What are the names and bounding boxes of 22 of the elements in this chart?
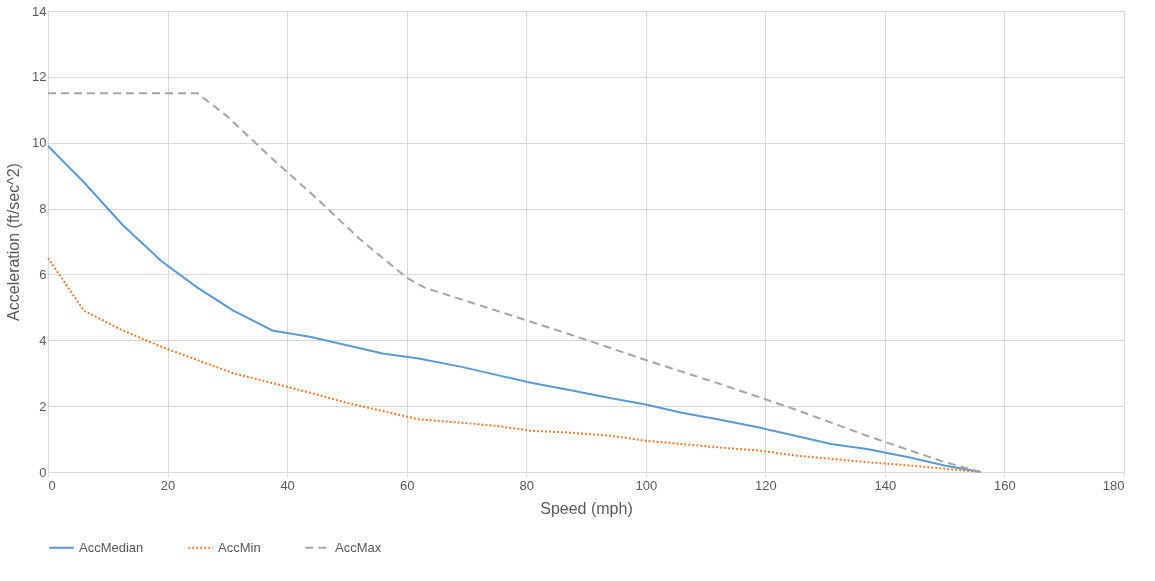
x-tick-label: 60: [399, 477, 415, 493]
x-tick-label: 100: [635, 477, 658, 493]
y-tick-label: 12: [32, 69, 47, 85]
x-tick-label: 80: [519, 477, 534, 493]
x-tick-label: 180: [1102, 477, 1125, 493]
y-tick-label: 0: [39, 464, 47, 480]
x-axis-title: Speed (mph): [540, 499, 633, 517]
x-tick-label: 40: [280, 477, 295, 493]
x-tick-label: 120: [754, 477, 777, 493]
y-tick-label: 10: [32, 135, 47, 151]
x-tick-label: 140: [874, 477, 897, 493]
legend-label: AccMax: [335, 539, 382, 555]
y-tick-label: 6: [39, 266, 47, 282]
legend-label: AccMin: [218, 539, 261, 555]
legend-label: AccMedian: [79, 539, 144, 555]
y-axis-title: Acceleration (ft/sec^2): [5, 163, 23, 321]
x-tick-label: 20: [160, 477, 176, 493]
y-tick-label: 14: [32, 3, 47, 19]
y-tick-label: 2: [39, 398, 47, 414]
y-tick-label: 8: [39, 201, 47, 217]
y-tick-label: 4: [39, 332, 47, 348]
x-tick-label: 160: [994, 477, 1016, 493]
